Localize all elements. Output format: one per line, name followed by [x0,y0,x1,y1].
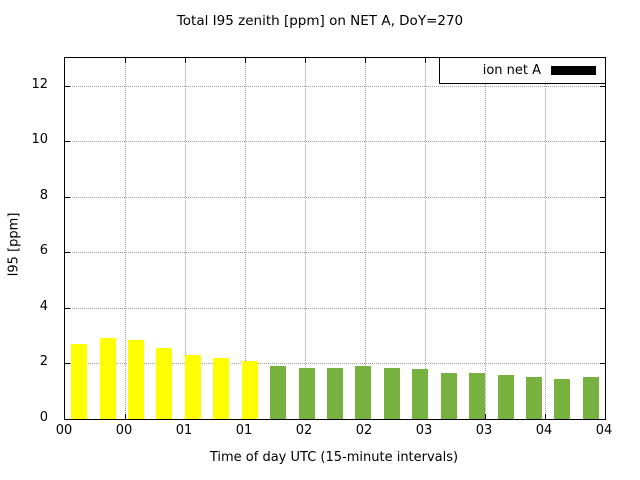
plot-area: ion net A [64,57,606,420]
bar [383,367,400,419]
y-tick-mark [65,196,70,198]
bar [213,357,230,419]
x-tick-label: 00 [115,423,133,438]
x-tick-mark [245,58,246,63]
gridline-h [65,196,605,198]
y-tick-mark [600,196,605,198]
gridline-h [65,85,605,87]
x-tick-labels: 00 00 01 01 02 02 03 03 04 04 [56,423,613,441]
y-tick-mark [600,307,605,309]
gridline-h [65,252,605,254]
chart-title: Total I95 zenith [ppm] on NET A, DoY=270 [176,13,464,29]
gridline-h [65,363,605,365]
x-tick-mark [125,414,126,419]
bar [412,369,429,419]
bar [128,339,145,419]
bar [327,367,343,419]
y-tick-mark [65,85,70,87]
x-tick-label: 02 [295,423,313,438]
x-tick-mark [545,414,546,419]
x-tick-label: 02 [355,423,373,438]
y-tick-mark [65,307,70,309]
bar [469,373,486,419]
x-tick-label: 00 [55,423,73,438]
bar [298,367,315,419]
gridline-v [425,58,426,419]
bar [270,366,287,419]
x-tick-label: 01 [175,423,193,438]
legend: ion net A [439,57,606,84]
y-tick-mark [600,252,605,254]
y-tick-label: 8 [39,187,48,203]
y-tick-mark [65,363,70,365]
x-tick-label: 04 [595,423,613,438]
bar [497,374,514,419]
x-tick-mark [305,58,306,63]
y-tick-mark [600,363,605,365]
x-tick-label: 03 [415,423,433,438]
bar [156,348,173,419]
bar [355,366,372,419]
x-tick-mark [125,58,126,63]
x-axis-label: Time of day UTC (15-minute intervals) [209,450,459,465]
bar [554,378,571,419]
gridline-v [485,58,486,419]
legend-label: ion net A [482,63,541,78]
gridline-v [305,58,306,419]
gridline-h [65,307,605,309]
gridline-v [545,58,546,419]
y-tick-label: 0 [39,410,48,425]
x-tick-label: 04 [535,423,553,438]
gridline-v [185,58,186,419]
bar [440,373,457,419]
x-tick-mark [425,58,426,63]
x-tick-mark [185,58,186,63]
bar [184,355,201,419]
y-tick-label: 12 [31,76,48,92]
gridline-v [125,58,126,419]
gridline-v [365,58,366,419]
bar [99,338,116,419]
x-tick-mark [485,414,486,419]
bar [525,377,542,419]
y-tick-label: 6 [39,243,48,259]
x-tick-label: 01 [235,423,253,438]
bar [71,344,88,419]
y-tick-label: 4 [39,298,48,314]
gridline-v [245,58,246,419]
y-tick-label: 10 [31,132,48,148]
y-tick-mark [65,141,70,143]
bar [582,377,599,419]
bar [241,360,258,419]
x-tick-label: 03 [475,423,493,438]
gridline-h [65,141,605,143]
legend-swatch [551,66,596,75]
y-tick-label: 2 [39,354,48,370]
y-tick-mark [600,141,605,143]
y-tick-mark [600,85,605,87]
x-tick-mark [365,58,366,63]
y-tick-mark [65,252,70,254]
y-tick-labels: 0 2 4 6 8 10 12 [0,57,56,425]
